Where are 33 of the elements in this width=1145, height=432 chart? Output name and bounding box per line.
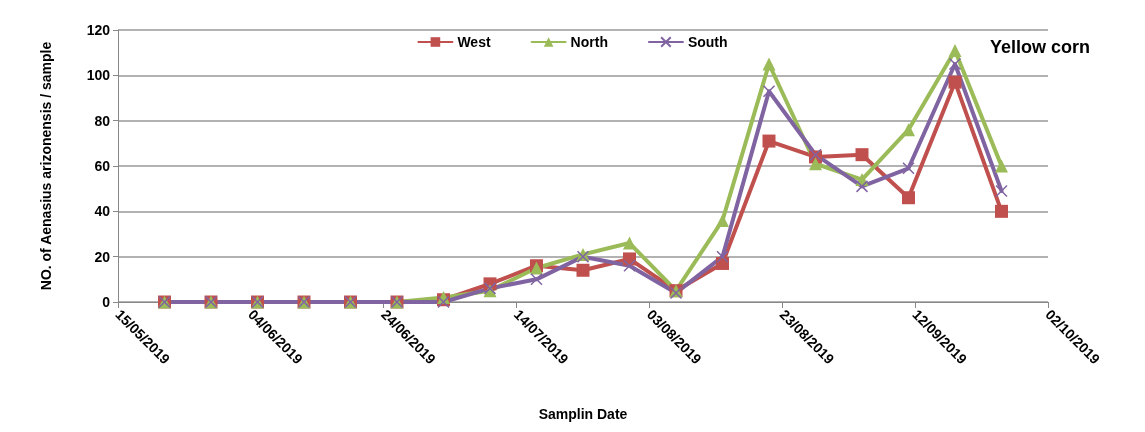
point <box>995 159 1008 173</box>
point <box>576 263 590 277</box>
point <box>762 57 776 71</box>
point <box>762 134 776 148</box>
point <box>902 123 915 137</box>
x-axis-title: Samplin Date <box>538 406 628 422</box>
point <box>948 75 962 89</box>
y-tick-label: 60 <box>94 158 111 174</box>
y-tick-label: 80 <box>94 112 111 129</box>
point <box>855 148 869 162</box>
point <box>855 180 869 193</box>
y-tick-label: 20 <box>94 248 111 265</box>
y-axis-title: NO. of Aenasius arizonensis / sample <box>38 41 54 291</box>
point <box>623 259 636 272</box>
legend-label: North <box>570 34 608 50</box>
legend-label: West <box>457 34 491 50</box>
annotation: Yellow corn <box>989 37 1090 57</box>
point <box>995 204 1008 218</box>
point <box>530 273 543 286</box>
y-tick-label: 100 <box>86 67 111 84</box>
y-tick-label: 0 <box>102 294 111 310</box>
point <box>995 184 1008 198</box>
point <box>902 191 915 205</box>
point <box>948 43 962 57</box>
point <box>762 84 776 98</box>
legend-label: South <box>687 34 728 50</box>
point <box>716 250 729 263</box>
point <box>623 236 636 250</box>
y-tick-label: 120 <box>86 22 111 38</box>
point <box>809 157 822 171</box>
point <box>716 213 729 227</box>
point <box>948 57 962 71</box>
y-tick-label: 40 <box>94 203 111 220</box>
